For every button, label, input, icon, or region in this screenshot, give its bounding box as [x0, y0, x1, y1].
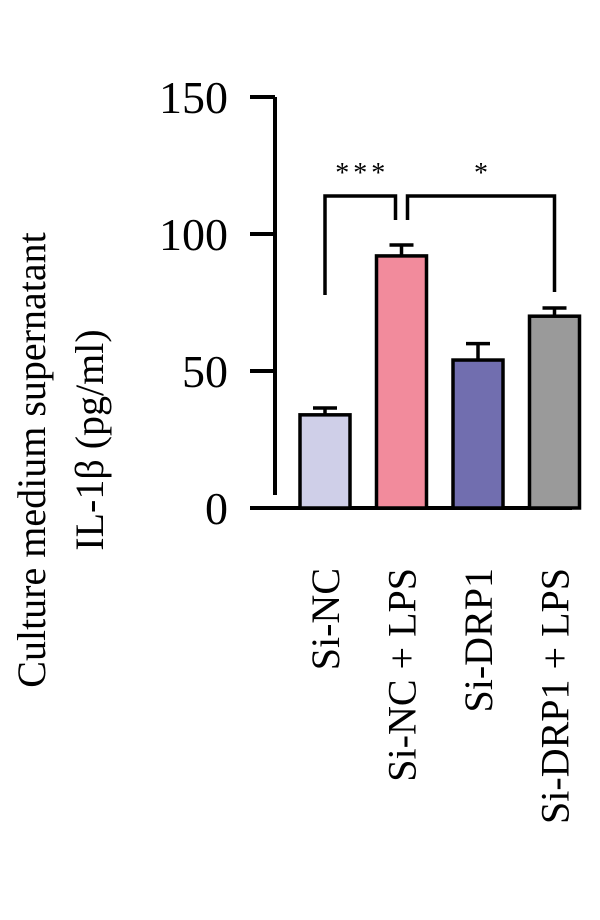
significance-label: ***: [335, 158, 389, 189]
bars: [298, 254, 582, 510]
bar: [374, 254, 429, 510]
axes: 0 50 100 150: [159, 72, 572, 534]
significance-label: *: [474, 158, 492, 189]
y-tick-label: 150: [159, 72, 228, 123]
bar: [298, 413, 352, 510]
x-tick-label: Si-NC: [303, 568, 348, 670]
bar: [527, 314, 582, 510]
y-axis-label: Culture medium supernatant IL-1β (pg/ml): [9, 232, 112, 687]
y-axis-label-line1: Culture medium supernatant: [9, 232, 54, 687]
bar: [451, 358, 505, 510]
x-axis-labels: Si-NC Si-NC + LPS Si-DRP1 Si-DRP1 + LPS: [303, 568, 578, 824]
y-axis-label-line2: IL-1β (pg/ml): [67, 329, 112, 550]
significance-bracket: [405, 194, 557, 292]
error-bars: [313, 243, 567, 415]
significance-brackets: *** *: [323, 158, 557, 295]
x-tick-label: Si-DRP1 + LPS: [533, 568, 578, 824]
significance-bracket: [323, 194, 398, 295]
y-tick-label: 0: [205, 483, 228, 534]
y-tick-label: 100: [159, 209, 228, 260]
y-tick-label: 50: [182, 346, 228, 397]
x-tick-label: Si-DRP1: [456, 568, 501, 713]
x-tick-label: Si-NC + LPS: [380, 568, 425, 782]
